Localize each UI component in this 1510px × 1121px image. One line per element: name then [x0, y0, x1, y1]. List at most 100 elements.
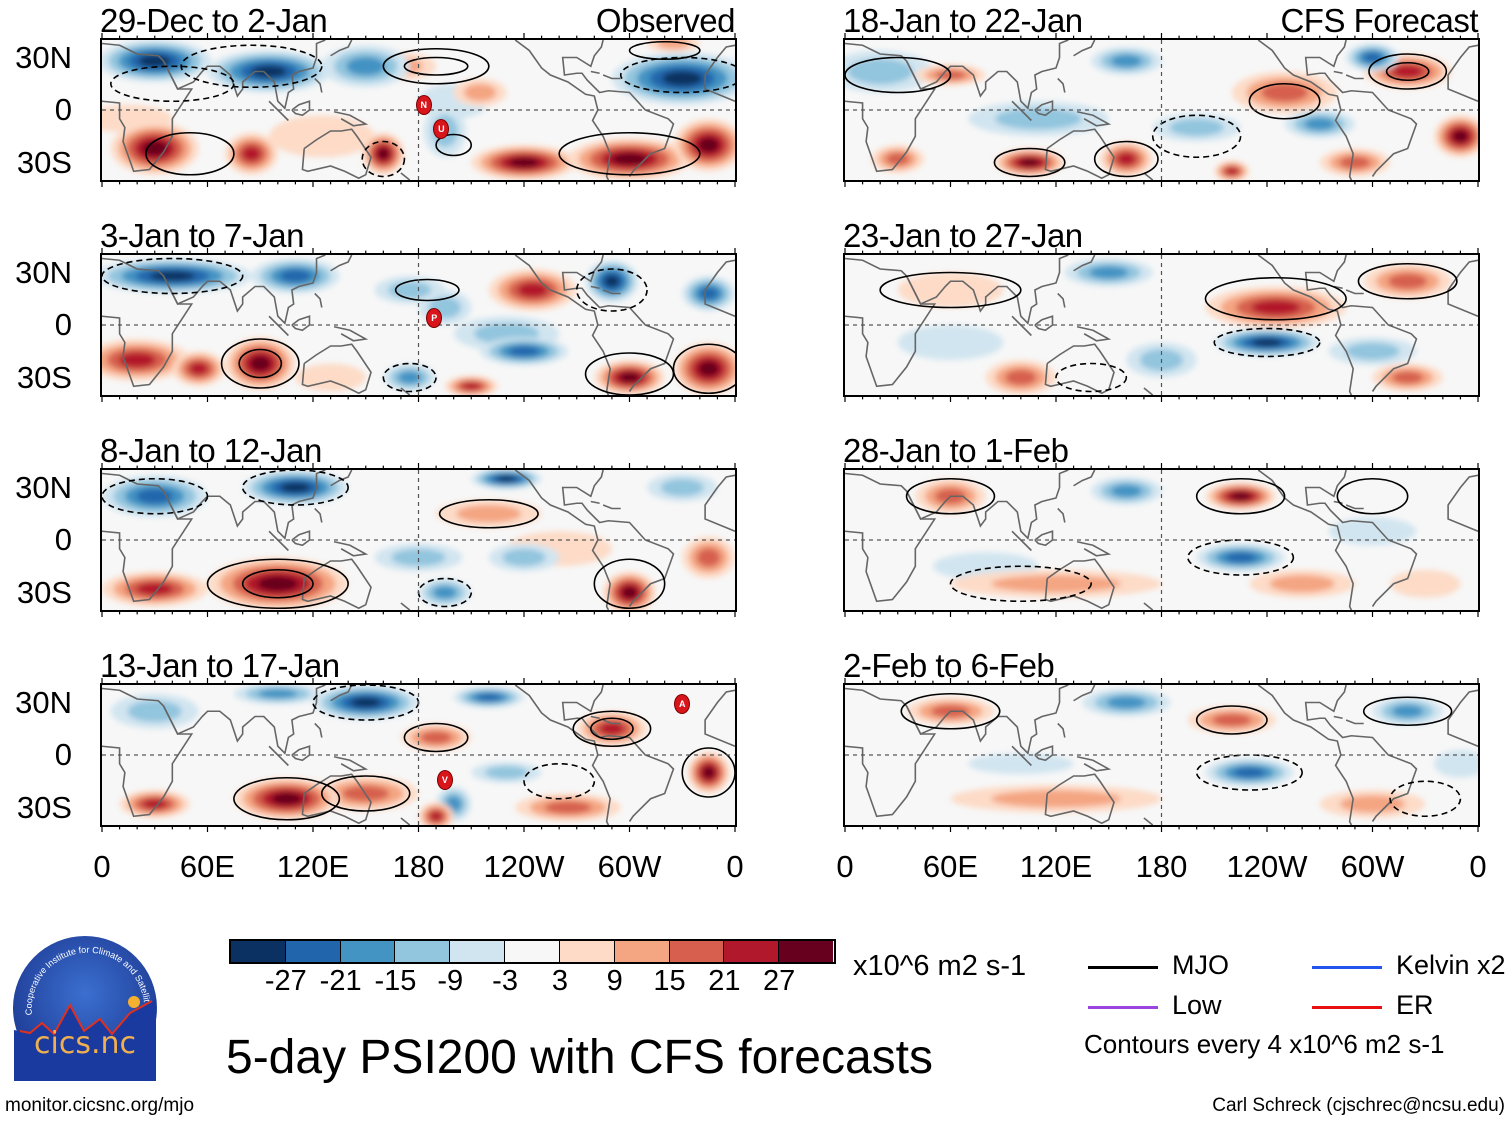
y-tick-label: 30N: [15, 684, 72, 720]
coastline: [292, 101, 310, 115]
coastline: [1306, 685, 1417, 822]
tropical-cyclone-marker: V: [436, 769, 453, 790]
y-tick-label: 0: [54, 522, 72, 557]
positive-contour: [383, 49, 489, 84]
negative-contour: [524, 764, 594, 799]
colorbar-label: 9: [606, 965, 623, 997]
negative-anomaly: [1304, 117, 1336, 131]
negative-anomaly: [1392, 705, 1424, 718]
coastline: [845, 259, 935, 387]
colorbar-label: -9: [437, 965, 464, 997]
negative-anomaly: [127, 700, 182, 723]
x-tick-label: 0: [93, 849, 111, 884]
logo-name: cics.nc: [34, 1026, 136, 1061]
coastline: [331, 40, 352, 56]
coastline: [315, 79, 322, 93]
coastline: [1074, 685, 1095, 701]
coastline: [315, 724, 322, 738]
positive-anomaly: [1005, 369, 1037, 386]
coastline: [1058, 294, 1065, 308]
coastline: [401, 818, 410, 825]
coastline: [164, 685, 326, 753]
y-tick-label: 0: [54, 92, 72, 127]
coastline: [603, 75, 621, 79]
colorbar-swatch: [559, 941, 615, 962]
contour-note: Contours every 4 x10^6 m2 s-1: [1084, 1029, 1445, 1059]
panel-title: 23-Jan to 27-Jan: [843, 217, 1083, 254]
tropical-cyclone-marker: P: [426, 308, 443, 328]
negative-anomaly: [484, 766, 529, 779]
negative-contour: [362, 142, 404, 177]
positive-anomaly: [429, 811, 443, 822]
positive-contour: [1205, 278, 1346, 320]
negative-contour: [243, 470, 349, 505]
negative-anomaly: [149, 271, 195, 281]
coastline: [1144, 603, 1153, 610]
map-panel: P: [100, 253, 737, 397]
negative-contour: [1390, 781, 1460, 816]
negative-anomaly: [280, 482, 311, 493]
coastline: [292, 531, 310, 545]
cicsnc-logo: Cooperative Institute for Climate and Sa…: [9, 927, 158, 1081]
positive-anomaly: [1261, 83, 1309, 102]
positive-anomaly: [271, 792, 302, 805]
colorbar-swatch: [231, 941, 286, 962]
coastline: [563, 255, 674, 392]
negative-anomaly: [391, 548, 446, 567]
y-tick-label: 30S: [16, 789, 72, 825]
coastline: [102, 689, 192, 817]
coastline: [591, 717, 600, 719]
coastline: [334, 757, 366, 771]
coastline: [1258, 685, 1353, 825]
coastline: [1306, 40, 1417, 177]
positive-anomaly: [1269, 575, 1335, 593]
coastline: [331, 470, 352, 486]
y-tick-label: 30N: [15, 39, 72, 75]
coastline: [1045, 129, 1114, 178]
negative-contour: [102, 259, 243, 294]
coastline: [515, 255, 610, 395]
negative-anomaly: [1225, 552, 1256, 563]
coastline: [1045, 774, 1114, 823]
coastline: [1144, 173, 1153, 180]
positive-contour: [1197, 706, 1267, 734]
coastline: [1012, 746, 1031, 765]
negative-anomaly: [897, 325, 1004, 360]
negative-anomaly: [350, 697, 381, 708]
negative-anomaly: [1110, 484, 1142, 498]
coastline: [1074, 470, 1095, 486]
negative-contour: [111, 66, 234, 101]
colorbar-swatch: [450, 941, 506, 962]
positive-contour: [208, 559, 349, 608]
positive-contour: [436, 135, 471, 156]
positive-contour: [1249, 84, 1319, 119]
negative-anomaly: [397, 371, 422, 384]
positive-anomaly: [508, 157, 540, 168]
coastline: [269, 746, 288, 765]
x-tick-label: 0: [1469, 849, 1487, 884]
positive-anomaly: [420, 731, 452, 744]
negative-anomaly: [604, 275, 620, 288]
x-tick-label: 0: [836, 849, 854, 884]
y-tick-label: 30N: [15, 254, 72, 290]
footer-url[interactable]: monitor.cicsnc.org/mjo: [5, 1095, 195, 1116]
coastline: [1334, 72, 1343, 74]
positive-contour: [1387, 63, 1429, 81]
legend-line-kelvin-x2: [1312, 966, 1382, 969]
coastline: [1448, 690, 1478, 746]
coastline: [1334, 717, 1343, 719]
y-tick-label: 0: [54, 307, 72, 342]
negative-anomaly: [502, 548, 546, 567]
coastline: [1306, 255, 1417, 392]
coastline: [334, 327, 366, 341]
negative-anomaly: [496, 475, 517, 482]
panel-title: 2-Feb to 6-Feb: [843, 647, 1055, 684]
coastline: [603, 720, 621, 724]
coastline: [302, 129, 371, 178]
positive-anomaly: [462, 382, 481, 390]
negative-anomaly: [968, 753, 1074, 775]
y-tick-label: 30N: [15, 469, 72, 505]
negative-contour: [181, 45, 322, 87]
x-tick-label: 180: [1135, 849, 1188, 884]
negative-anomaly: [1434, 749, 1478, 778]
